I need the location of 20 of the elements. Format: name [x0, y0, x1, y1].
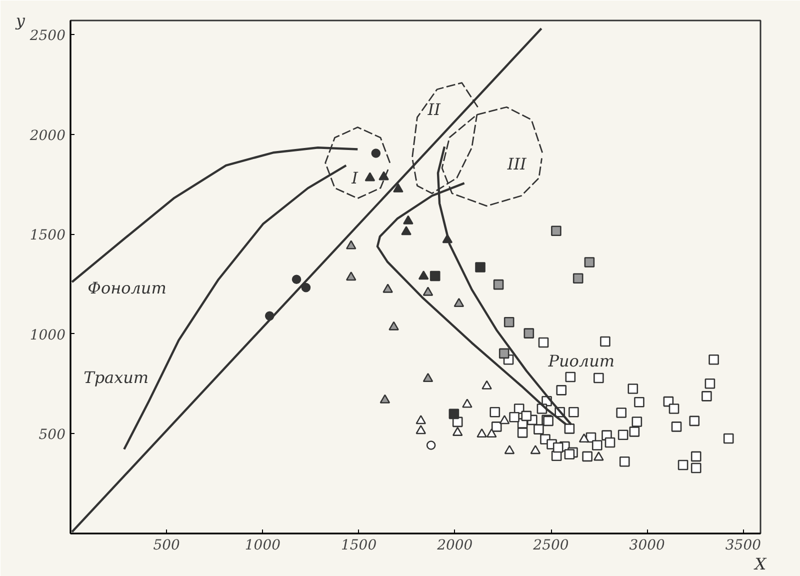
y-tick-label: 1500	[30, 228, 66, 244]
y-tick-label: 500	[38, 427, 66, 444]
y-tick-label: 2000	[28, 128, 66, 144]
x-tick-label: 2000	[436, 538, 473, 554]
series-label: III	[506, 154, 528, 174]
series-label: Трахит	[84, 368, 149, 387]
x-tick-label: 2500	[532, 538, 569, 554]
y-axis-title: y	[14, 11, 26, 30]
x-axis-title: X	[752, 554, 767, 574]
series-label: I	[350, 168, 359, 188]
series-label: Риолит	[547, 351, 615, 370]
y-tick-label: 1000	[30, 327, 66, 344]
series-label: II	[426, 100, 442, 119]
y-tick-label: 2500	[28, 28, 66, 44]
x-tick-label: 1000	[244, 538, 281, 554]
x-tick-label: 3000	[629, 538, 666, 554]
x-tick-label: 3500	[725, 538, 762, 554]
x-tick-label: 1500	[340, 538, 377, 554]
x-tick-label: 500	[153, 538, 180, 554]
series-label: Фонолит	[88, 278, 166, 298]
